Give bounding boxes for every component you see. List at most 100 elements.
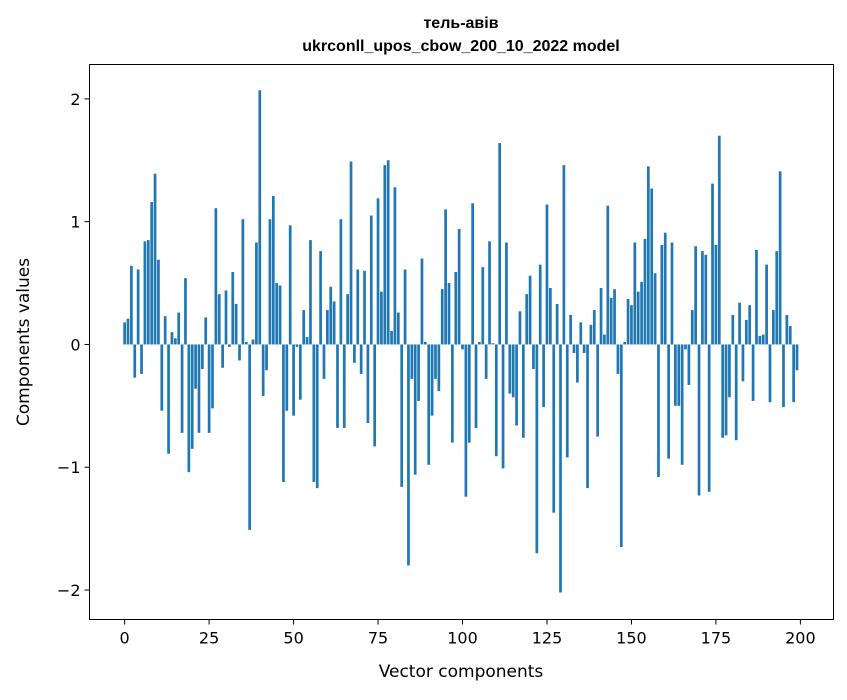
- bar-154: [643, 238, 647, 345]
- bar-42: [265, 344, 268, 371]
- bar-78: [386, 160, 390, 345]
- bar-35: [241, 219, 245, 345]
- bar-109: [491, 343, 495, 345]
- x-tick-label: 125: [532, 629, 563, 648]
- bar-121: [532, 344, 535, 370]
- bar-29: [221, 344, 224, 368]
- bar-117: [518, 311, 522, 345]
- bar-36: [244, 342, 248, 345]
- bar-68: [353, 344, 356, 363]
- bar-120: [528, 275, 532, 345]
- bar-16: [177, 312, 181, 345]
- bar-136: [582, 344, 586, 354]
- bar-59: [322, 344, 326, 379]
- bar-13: [167, 344, 170, 454]
- bar-123: [538, 264, 542, 345]
- bar-34: [238, 344, 241, 361]
- bar-80: [393, 187, 397, 345]
- bar-31: [228, 344, 231, 347]
- y-tick-label: 1: [70, 213, 80, 232]
- bar-26: [211, 344, 214, 409]
- bar-141: [599, 287, 603, 345]
- y-tick-label: 2: [70, 90, 80, 109]
- bar-173: [707, 344, 711, 492]
- bar-129: [559, 344, 562, 593]
- bar-103: [471, 203, 475, 345]
- bar-168: [690, 310, 694, 345]
- bar-147: [619, 344, 623, 548]
- bar-163: [674, 344, 677, 406]
- bar-95: [444, 209, 447, 345]
- bar-134: [576, 344, 579, 383]
- bar-76: [380, 291, 383, 345]
- bar-155: [646, 166, 650, 345]
- bar-18: [184, 278, 187, 345]
- bar-30: [224, 290, 228, 345]
- bar-191: [768, 344, 772, 403]
- bar-127: [552, 344, 556, 513]
- bar-100: [461, 344, 464, 350]
- bar-85: [410, 344, 414, 379]
- bar-1: [126, 318, 130, 345]
- x-tick-label: 75: [368, 629, 388, 648]
- bar-116: [515, 344, 518, 426]
- bar-104: [474, 344, 478, 428]
- bar-160: [663, 232, 667, 345]
- bar-198: [792, 344, 795, 403]
- bar-58: [319, 251, 322, 345]
- bar-28: [217, 294, 221, 345]
- bar-81: [396, 312, 400, 345]
- bar-113: [505, 242, 508, 345]
- bar-124: [542, 344, 545, 408]
- bar-79: [390, 330, 393, 345]
- bar-27: [214, 208, 218, 345]
- bar-39: [255, 242, 258, 345]
- bar-47: [282, 344, 285, 482]
- y-tick-label: 0: [70, 335, 80, 354]
- bar-40: [258, 90, 262, 345]
- bar-111: [498, 143, 502, 345]
- bar-140: [596, 344, 600, 437]
- bar-195: [782, 344, 785, 408]
- bar-88: [420, 258, 424, 345]
- bar-45: [275, 283, 279, 345]
- bar-148: [623, 342, 627, 345]
- bar-167: [687, 344, 691, 385]
- bar-56: [312, 344, 316, 482]
- bar-38: [251, 339, 255, 345]
- bar-128: [555, 303, 559, 345]
- bar-82: [400, 344, 404, 487]
- bar-194: [778, 171, 782, 345]
- bar-21: [194, 344, 197, 389]
- bar-159: [660, 244, 664, 345]
- bar-170: [697, 344, 701, 496]
- bar-143: [606, 205, 610, 345]
- bar-71: [363, 270, 366, 345]
- bar-132: [569, 314, 572, 345]
- bar-157: [653, 273, 657, 345]
- bar-4: [136, 269, 140, 345]
- y-tick-label: −2: [57, 581, 81, 600]
- bar-92: [434, 344, 437, 379]
- bar-94: [440, 289, 444, 345]
- bar-77: [383, 165, 387, 345]
- bar-6: [143, 241, 147, 345]
- bar-48: [285, 344, 289, 411]
- bar-102: [467, 344, 471, 443]
- bar-24: [204, 317, 208, 345]
- bar-114: [508, 344, 512, 394]
- bar-7: [146, 240, 150, 345]
- bar-90: [427, 344, 431, 465]
- bar-142: [603, 334, 606, 345]
- bar-175: [714, 244, 718, 345]
- bar-55: [309, 240, 312, 345]
- bar-107: [484, 344, 488, 379]
- bar-25: [207, 344, 211, 433]
- bar-91: [430, 344, 434, 416]
- bar-122: [535, 344, 539, 554]
- bar-184: [744, 319, 748, 345]
- bar-193: [775, 251, 779, 345]
- bar-62: [332, 301, 336, 345]
- bar-20: [190, 344, 194, 449]
